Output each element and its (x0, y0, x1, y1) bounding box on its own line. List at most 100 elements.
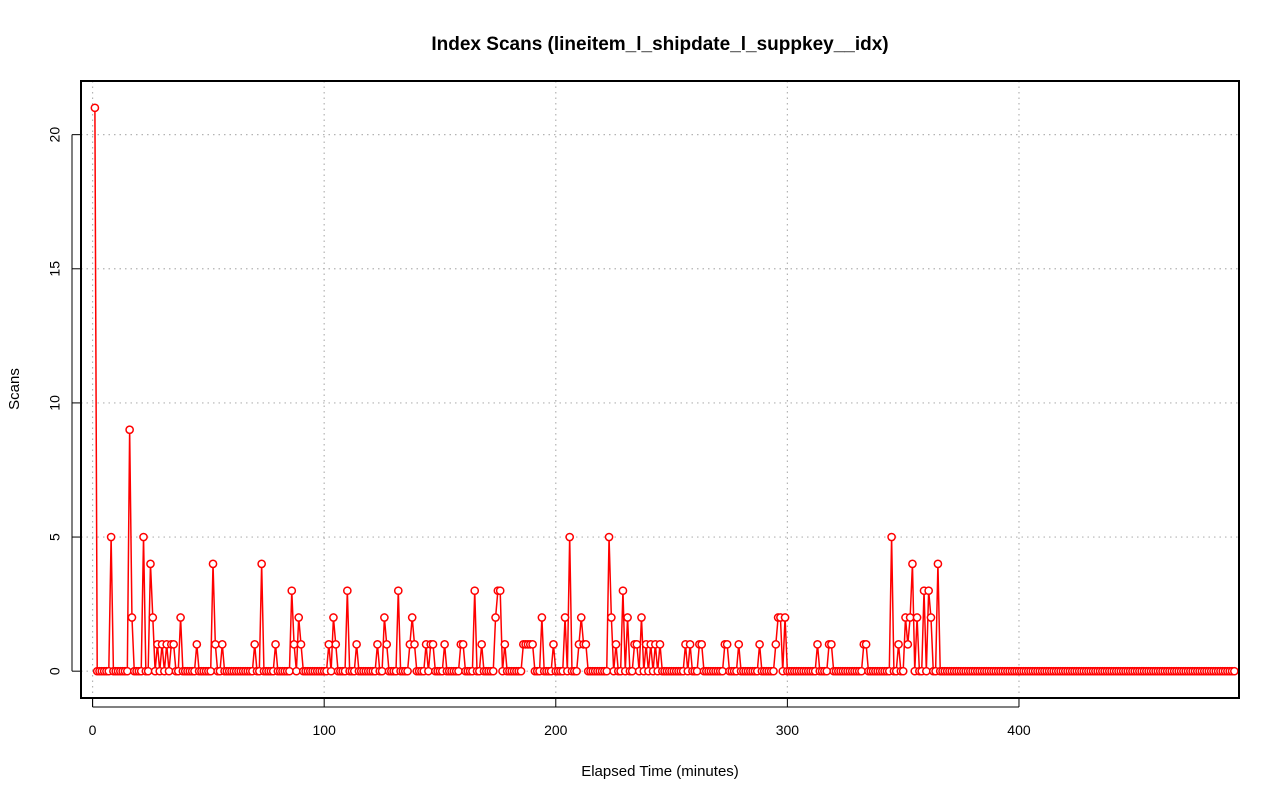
data-point (560, 613, 570, 622)
data-point (822, 666, 832, 676)
data-point (169, 639, 178, 649)
data-point (604, 532, 614, 542)
data-point (287, 586, 297, 596)
data-point (565, 532, 575, 542)
data-point (393, 586, 403, 596)
data-point (176, 613, 185, 622)
data-point (894, 639, 903, 649)
data-point (90, 103, 100, 113)
data-point (217, 639, 227, 649)
data-point (324, 639, 334, 649)
data-point (271, 639, 280, 649)
data-point (146, 559, 155, 569)
y-tick-label: 10 (47, 395, 63, 411)
x-tick-label: 400 (1007, 722, 1031, 738)
data-point (206, 666, 216, 676)
data-point (410, 639, 419, 649)
data-point (924, 586, 934, 596)
data-series (90, 103, 1239, 676)
data-point (771, 639, 781, 649)
data-point (537, 613, 547, 622)
y-tick-label: 20 (47, 127, 63, 143)
data-point (908, 559, 917, 569)
data-point (857, 666, 866, 676)
data-point (602, 666, 612, 676)
data-point (905, 613, 915, 622)
y-tick-label: 15 (47, 261, 63, 277)
y-tick-label: 0 (47, 667, 63, 675)
data-point (1230, 666, 1239, 676)
data-point (329, 613, 338, 622)
data-point (607, 613, 616, 622)
data-point (722, 639, 732, 649)
data-point (921, 666, 931, 676)
data-point (933, 559, 943, 569)
data-point (495, 586, 505, 596)
data-point (458, 639, 468, 649)
data-point (424, 666, 433, 676)
data-point (618, 586, 628, 596)
data-point (210, 639, 220, 649)
data-point (373, 639, 382, 649)
data-point (528, 639, 537, 649)
data-point (627, 666, 637, 676)
data-point (296, 639, 306, 649)
data-point (755, 639, 764, 649)
data-point (377, 666, 387, 676)
data-point (454, 666, 463, 676)
chart-title: Index Scans (lineitem_l_shipdate_l_suppk… (431, 34, 888, 55)
data-point (292, 666, 301, 676)
data-point (382, 639, 392, 649)
data-point (428, 639, 438, 649)
x-tick-label: 200 (544, 722, 568, 738)
data-point (407, 613, 417, 622)
data-point (632, 639, 642, 649)
grid-lines (81, 81, 1239, 698)
data-point (289, 639, 299, 649)
data-point (718, 666, 727, 676)
y-tick-label: 5 (47, 533, 63, 541)
x-tick-label: 0 (89, 722, 97, 738)
x-axis: 0 100 200 300 400 (89, 698, 1031, 738)
data-point (692, 666, 702, 676)
data-point (491, 613, 500, 622)
data-point (139, 532, 148, 542)
data-point (861, 639, 871, 649)
data-point (655, 639, 665, 649)
data-point (352, 639, 361, 649)
data-point (250, 639, 260, 649)
data-point (331, 639, 341, 649)
data-point (912, 613, 922, 622)
data-point (470, 586, 480, 596)
data-point (887, 532, 896, 542)
data-point (440, 639, 449, 649)
x-tick-label: 300 (776, 722, 800, 738)
data-point (637, 613, 646, 622)
x-axis-label: Elapsed Time (minutes) (581, 763, 739, 780)
data-point (127, 613, 137, 622)
data-point (697, 639, 707, 649)
data-point (326, 666, 336, 676)
plot-frame (80, 80, 1240, 699)
data-point (623, 613, 632, 622)
y-axis: 0 5 10 15 20 (47, 127, 81, 675)
data-point (769, 666, 778, 676)
data-point (500, 639, 510, 649)
data-point (294, 613, 304, 622)
x-tick-label: 100 (313, 722, 337, 738)
series-line (94, 107, 1235, 672)
data-point (926, 613, 936, 622)
data-point (148, 613, 158, 622)
data-point (488, 666, 498, 676)
data-point (380, 613, 389, 622)
data-point (827, 639, 836, 649)
data-point (403, 666, 412, 676)
data-point (576, 613, 586, 622)
data-point (342, 586, 352, 596)
data-point (516, 666, 526, 676)
data-point (106, 532, 116, 542)
data-point (285, 666, 294, 676)
data-point (611, 639, 621, 649)
data-point (257, 559, 266, 569)
